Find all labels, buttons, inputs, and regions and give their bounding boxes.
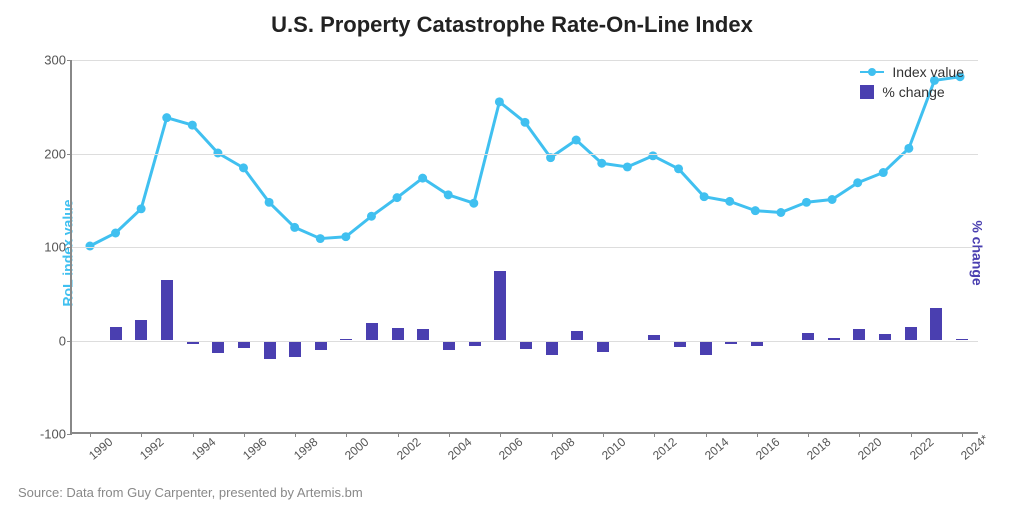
- line-marker: [111, 229, 120, 238]
- gridline: [72, 154, 978, 155]
- chart-container: U.S. Property Catastrophe Rate-On-Line I…: [0, 0, 1024, 506]
- x-tick-mark: [500, 432, 501, 437]
- x-tick-label: 2018: [804, 435, 833, 463]
- x-tick-label: 2016: [753, 435, 782, 463]
- x-tick-mark: [346, 432, 347, 437]
- y-tick-mark: [67, 60, 72, 61]
- line-marker: [290, 223, 299, 232]
- legend-line-label: Index value: [892, 64, 964, 80]
- line-marker: [597, 159, 606, 168]
- legend-bar-label: % change: [882, 84, 944, 100]
- line-marker: [700, 192, 709, 201]
- x-tick-mark: [962, 432, 963, 437]
- x-tick-mark: [706, 432, 707, 437]
- source-attribution: Source: Data from Guy Carpenter, present…: [18, 485, 363, 500]
- line-marker: [367, 212, 376, 221]
- line-layer: [72, 60, 978, 432]
- x-tick-mark: [859, 432, 860, 437]
- line-marker: [418, 174, 427, 183]
- y-tick-mark: [67, 247, 72, 248]
- x-tick-label: 1998: [291, 435, 320, 463]
- line-marker: [316, 234, 325, 243]
- x-tick-label: 2004: [445, 435, 474, 463]
- line-marker: [674, 164, 683, 173]
- line-marker: [904, 144, 913, 153]
- line-marker: [802, 198, 811, 207]
- line-marker: [162, 113, 171, 122]
- y-tick-mark: [67, 154, 72, 155]
- x-tick-mark: [449, 432, 450, 437]
- line-marker: [444, 190, 453, 199]
- x-tick-label: 2022: [907, 435, 936, 463]
- y-tick-label: -100: [26, 427, 66, 442]
- x-tick-label: 1990: [86, 435, 115, 463]
- line-marker: [572, 136, 581, 145]
- line-marker: [469, 199, 478, 208]
- gridline: [72, 341, 978, 342]
- x-tick-mark: [90, 432, 91, 437]
- line-marker: [393, 193, 402, 202]
- chart-title: U.S. Property Catastrophe Rate-On-Line I…: [0, 12, 1024, 38]
- line-marker: [828, 195, 837, 204]
- x-tick-mark: [295, 432, 296, 437]
- x-tick-label: 2000: [342, 435, 371, 463]
- x-tick-label: 2012: [650, 435, 679, 463]
- y-tick-label: 0: [26, 333, 66, 348]
- x-tick-label: 1994: [189, 435, 218, 463]
- x-tick-label: 2010: [599, 435, 628, 463]
- x-tick-label: 2008: [548, 435, 577, 463]
- line-marker: [776, 208, 785, 217]
- y-tick-mark: [67, 341, 72, 342]
- line-marker: [879, 168, 888, 177]
- line-marker: [495, 97, 504, 106]
- y-tick-label: 100: [26, 240, 66, 255]
- x-tick-label: 2020: [855, 435, 884, 463]
- line-marker: [85, 242, 94, 251]
- legend-item-line: Index value: [860, 64, 964, 80]
- legend: Index value % change: [860, 64, 964, 104]
- x-tick-label: 1992: [137, 435, 166, 463]
- line-marker: [623, 162, 632, 171]
- legend-bar-icon: [860, 85, 874, 99]
- line-marker: [137, 204, 146, 213]
- x-tick-mark: [757, 432, 758, 437]
- line-marker: [546, 153, 555, 162]
- line-marker: [265, 198, 274, 207]
- x-tick-mark: [398, 432, 399, 437]
- gridline: [72, 247, 978, 248]
- x-tick-mark: [654, 432, 655, 437]
- line-marker: [725, 197, 734, 206]
- line-marker: [239, 163, 248, 172]
- x-tick-mark: [911, 432, 912, 437]
- y-tick-label: 300: [26, 53, 66, 68]
- x-tick-mark: [141, 432, 142, 437]
- line-marker: [853, 178, 862, 187]
- line-path: [90, 77, 960, 246]
- line-marker: [188, 121, 197, 130]
- legend-item-bar: % change: [860, 84, 964, 100]
- y-tick-mark: [67, 434, 72, 435]
- legend-dot-icon: [868, 68, 876, 76]
- plot-area: -100010020030019901992199419961998200020…: [70, 60, 978, 434]
- x-tick-label: 1996: [240, 435, 269, 463]
- line-marker: [751, 206, 760, 215]
- x-tick-mark: [603, 432, 604, 437]
- x-tick-mark: [808, 432, 809, 437]
- line-marker: [521, 118, 530, 127]
- x-tick-label: 2006: [496, 435, 525, 463]
- line-marker: [341, 232, 350, 241]
- gridline: [72, 60, 978, 61]
- x-tick-mark: [193, 432, 194, 437]
- legend-line-icon: [860, 71, 884, 73]
- y-tick-label: 200: [26, 146, 66, 161]
- x-tick-mark: [552, 432, 553, 437]
- x-tick-label: 2002: [394, 435, 423, 463]
- x-tick-label: 2014: [702, 435, 731, 463]
- x-tick-mark: [244, 432, 245, 437]
